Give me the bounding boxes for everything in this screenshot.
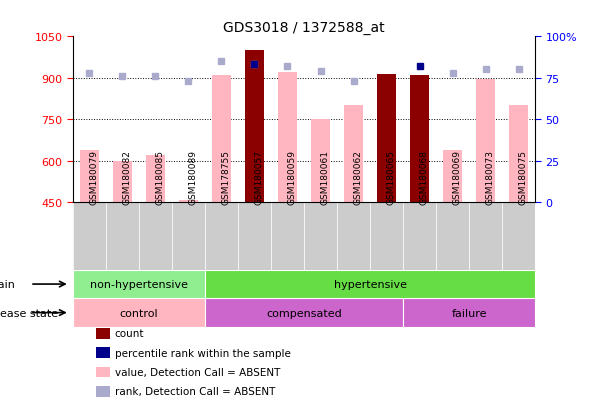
Text: value, Detection Call = ABSENT: value, Detection Call = ABSENT (114, 367, 280, 377)
Text: percentile rank within the sample: percentile rank within the sample (114, 348, 291, 358)
Bar (403, 299, 535, 327)
Bar (271, 203, 304, 270)
Bar (436, 203, 469, 270)
Bar (403, 203, 436, 270)
Bar (139, 203, 172, 270)
Text: hypertensive: hypertensive (334, 279, 407, 290)
Title: GDS3018 / 1372588_at: GDS3018 / 1372588_at (223, 21, 385, 35)
Bar (205, 299, 403, 327)
Text: GSM180075: GSM180075 (519, 150, 528, 205)
Text: non-hypertensive: non-hypertensive (90, 279, 188, 290)
Bar (96, 367, 110, 377)
Bar (278, 73, 297, 203)
Bar (337, 203, 370, 270)
Text: GSM180061: GSM180061 (320, 150, 330, 205)
Text: GSM180059: GSM180059 (288, 150, 297, 205)
Text: failure: failure (451, 308, 487, 318)
Bar (311, 120, 330, 203)
Bar (147, 156, 165, 203)
Text: GSM180082: GSM180082 (122, 150, 131, 205)
Bar (443, 150, 461, 203)
Bar (410, 76, 429, 203)
Text: GSM180065: GSM180065 (387, 150, 396, 205)
Text: GSM180057: GSM180057 (255, 150, 263, 205)
Bar (477, 80, 495, 203)
Bar (113, 161, 131, 203)
Bar (96, 386, 110, 397)
Bar (73, 299, 205, 327)
Text: GSM180085: GSM180085 (156, 150, 165, 205)
Bar (179, 200, 198, 203)
Bar (510, 106, 528, 203)
Bar (212, 76, 230, 203)
Text: rank, Detection Call = ABSENT: rank, Detection Call = ABSENT (114, 387, 275, 396)
Bar (205, 203, 238, 270)
Text: GSM180073: GSM180073 (486, 150, 494, 205)
Text: GSM180079: GSM180079 (89, 150, 98, 205)
Bar (172, 203, 205, 270)
Text: disease state: disease state (0, 308, 58, 318)
Bar (304, 203, 337, 270)
Bar (106, 203, 139, 270)
Bar (73, 203, 106, 270)
Text: GSM180069: GSM180069 (452, 150, 461, 205)
Text: GSM178755: GSM178755 (221, 150, 230, 205)
Text: control: control (120, 308, 158, 318)
Bar (469, 203, 502, 270)
Text: strain: strain (0, 279, 16, 290)
Text: GSM180068: GSM180068 (420, 150, 429, 205)
Bar (238, 203, 271, 270)
Bar (344, 106, 362, 203)
Bar (80, 150, 98, 203)
Text: GSM180062: GSM180062 (353, 150, 362, 205)
Bar (73, 270, 205, 299)
Bar (378, 74, 396, 203)
Bar (96, 347, 110, 358)
Bar (370, 203, 403, 270)
Bar (205, 270, 535, 299)
Bar (96, 328, 110, 339)
Text: compensated: compensated (266, 308, 342, 318)
Text: GSM180089: GSM180089 (188, 150, 198, 205)
Bar (246, 51, 263, 203)
Bar (502, 203, 535, 270)
Text: count: count (114, 328, 144, 338)
